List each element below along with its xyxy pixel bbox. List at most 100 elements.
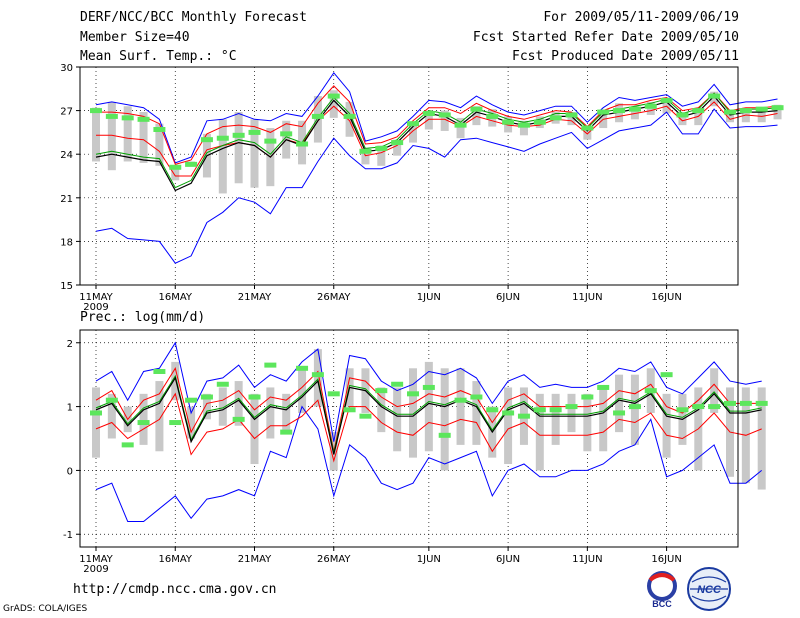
- prec-obs-marker: [454, 397, 467, 403]
- temp-max-line: [95, 71, 778, 164]
- temp-obs-marker: [692, 108, 705, 114]
- prec-obs-marker: [311, 372, 324, 378]
- prec-spread-bar: [107, 393, 116, 439]
- prec-spread-bar: [250, 393, 259, 465]
- prec-spread-bar: [599, 387, 608, 452]
- temp-obs-marker: [660, 97, 673, 103]
- temp-ytick-label: 21: [60, 194, 73, 205]
- prec-spread-bar: [187, 406, 196, 439]
- prec-spread-bar: [472, 381, 481, 445]
- temp-xtick-label: 1JUN: [417, 292, 441, 303]
- temp-obs-marker: [549, 115, 562, 121]
- prec-obs-marker: [533, 407, 546, 413]
- temp-xtick-label: 16JUN: [651, 292, 681, 303]
- temp-spread-bar: [361, 148, 370, 165]
- temp-obs-marker: [565, 112, 578, 118]
- temp-spread-bar: [345, 101, 354, 137]
- temp-spread-bar: [393, 139, 402, 156]
- temp-obs-marker: [153, 126, 166, 132]
- source-url[interactable]: http://cmdp.ncc.cma.gov.cn: [73, 582, 277, 597]
- prec-mean-line: [95, 376, 762, 455]
- temp-obs-marker: [502, 119, 515, 125]
- temp-lower-band-line: [96, 101, 778, 177]
- temp-spread-bar: [630, 106, 639, 120]
- temp-spread-bar: [472, 106, 481, 126]
- chart-title: DERF/NCC/BCC Monthly Forecast: [80, 10, 307, 25]
- temp-ytick-label: 24: [60, 150, 73, 161]
- prec-spread-bar: [266, 387, 275, 439]
- temp-obs-marker: [264, 138, 277, 144]
- prec-spread-bar: [456, 368, 465, 445]
- prec-obs-marker: [644, 388, 657, 394]
- prec-xtick-label: 16JUN: [651, 554, 681, 565]
- temp-spread-bar: [583, 126, 592, 140]
- prec-obs-marker: [708, 404, 721, 410]
- prec-spread-bar: [535, 393, 544, 471]
- temp-spread-bar: [440, 110, 449, 131]
- temp-ytick-label: 15: [60, 281, 73, 292]
- prec-obs-marker: [613, 410, 626, 416]
- temp-spread-bar: [218, 119, 227, 194]
- prec-obs-marker: [105, 397, 118, 403]
- prec-spread-bar: [630, 374, 639, 445]
- temp-obs-marker: [121, 115, 134, 121]
- temp-spread-bar: [92, 107, 100, 162]
- prec-xtick-label: 26MAY: [317, 554, 351, 565]
- temp-spread-bar: [726, 110, 734, 123]
- prec-obs-marker: [137, 420, 150, 426]
- prec-obs-marker: [517, 413, 530, 419]
- prec-obs-marker: [169, 420, 182, 426]
- temp-spread-bar: [519, 120, 528, 136]
- prec-obs-marker: [486, 407, 499, 413]
- prec-ytick-label: -1: [63, 530, 73, 541]
- temp-spread-bar: [107, 101, 116, 171]
- grads-credit: GrADS: COLA/IGES: [3, 604, 88, 614]
- prec-obs-marker: [153, 368, 166, 374]
- temp-obs-marker: [771, 105, 784, 111]
- prec-obs-marker: [581, 394, 594, 400]
- prec-obs-marker: [628, 404, 641, 410]
- temp-obs-marker: [375, 145, 388, 151]
- temp-obs-marker: [422, 111, 435, 117]
- prec-obs-marker: [264, 362, 277, 368]
- prec-obs-marker: [676, 407, 689, 413]
- prec-spread-bar: [139, 393, 148, 445]
- prec-obs-marker: [438, 432, 451, 438]
- bcc-logo: BCC: [647, 571, 677, 609]
- temp-spread-bar: [123, 106, 132, 162]
- prec-spread-bar: [757, 387, 766, 490]
- prec-lower-band-line: [95, 392, 762, 463]
- temp-spread-bar: [773, 104, 782, 120]
- prec-spread-bar: [282, 393, 291, 433]
- temp-spread-bar: [456, 117, 465, 139]
- temp-obs-marker: [644, 103, 657, 109]
- prec-obs-marker: [597, 384, 610, 390]
- prec-spread-bar: [298, 368, 307, 413]
- temp-frame: [79, 66, 739, 286]
- prec-obs-marker: [692, 404, 705, 410]
- prec-spread-bar: [171, 361, 180, 401]
- prec-obs-marker: [422, 384, 435, 390]
- prec-obs-marker: [549, 407, 562, 413]
- temp-obs-marker: [597, 109, 610, 115]
- temp-spread-bar: [250, 119, 259, 188]
- temp-obs-marker: [708, 93, 721, 99]
- temp-spread-bar: [139, 112, 148, 163]
- temp-obs-marker: [724, 109, 736, 115]
- temp-obs-marker: [216, 135, 229, 141]
- prec-obs-marker: [375, 388, 388, 394]
- bcc-logo-text: BCC: [652, 599, 672, 609]
- temp-spread-bar: [710, 91, 719, 107]
- prec-year-label: 2009: [83, 564, 108, 575]
- prec-xtick-label: 11MAY: [79, 554, 113, 565]
- prec-spread-bar: [504, 387, 513, 465]
- temp-obs-marker: [105, 113, 118, 119]
- temp-obs-marker: [185, 161, 198, 167]
- forecast-start-date: Fcst Started Refer Date 2009/05/10: [472, 30, 739, 45]
- prec-obs-marker: [565, 404, 578, 410]
- temp-xtick-label: 16MAY: [158, 292, 192, 303]
- temp-obs-marker: [391, 140, 404, 146]
- temp-spread-bar: [757, 107, 766, 123]
- forecast-period: For 2009/05/11-2009/06/19: [543, 10, 739, 25]
